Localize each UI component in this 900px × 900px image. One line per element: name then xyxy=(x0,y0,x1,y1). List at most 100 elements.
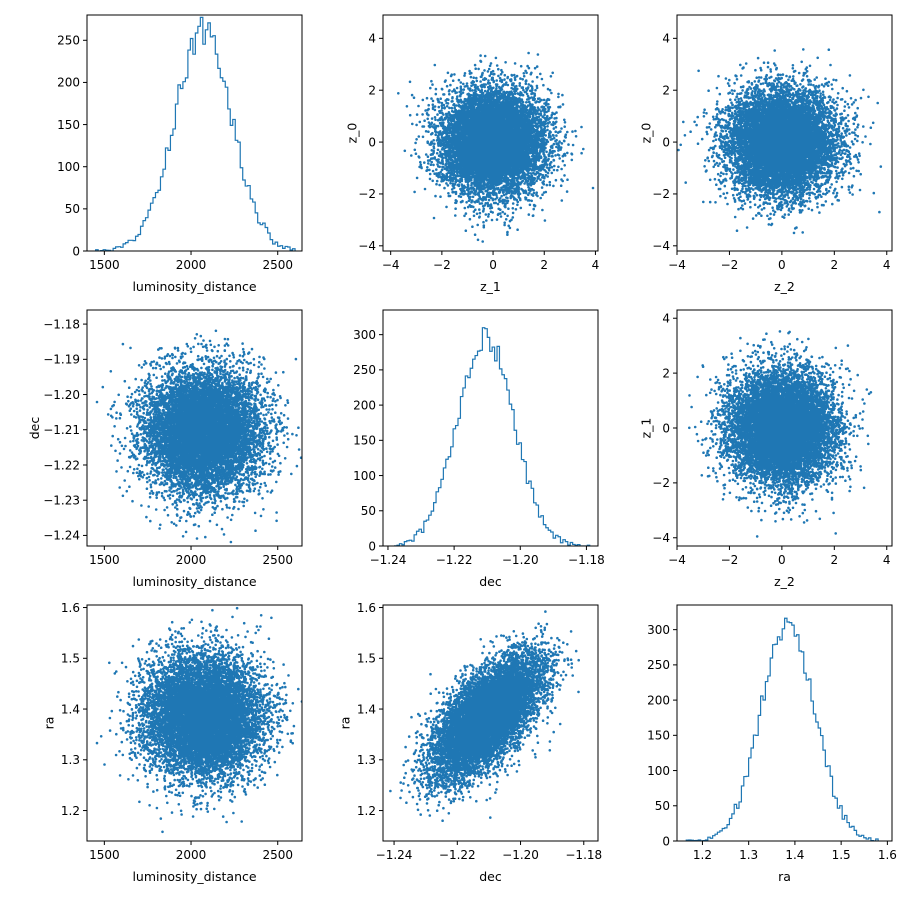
y-tick-label: −2 xyxy=(358,187,376,201)
x-tick-label: −1.22 xyxy=(436,553,473,567)
y-tick-label: −1.18 xyxy=(43,317,80,331)
y-tick-label: −4 xyxy=(358,239,376,253)
x-tick-label: −2 xyxy=(721,258,739,272)
axes-frame xyxy=(86,309,303,547)
y-tick-label: 4 xyxy=(662,312,670,326)
plot-area xyxy=(95,606,302,834)
y-tick-label: 0 xyxy=(368,539,376,553)
y-tick-label: 1.3 xyxy=(357,753,376,767)
x-tick-label: 1500 xyxy=(89,848,120,862)
x-tick-label: 2000 xyxy=(176,258,207,272)
x-tick-label: 4 xyxy=(592,258,600,272)
x-tick-label: 2500 xyxy=(262,258,293,272)
axes-frame xyxy=(382,309,599,547)
x-tick-label: −1.18 xyxy=(568,553,605,567)
x-tick-label: 2 xyxy=(830,553,838,567)
y-tick-label: 300 xyxy=(647,623,670,637)
plot-area xyxy=(677,48,883,235)
y-tick-label: 200 xyxy=(57,76,80,90)
y-tick-label: −1.22 xyxy=(43,458,80,472)
x-tick-label: 1.3 xyxy=(739,848,758,862)
y-tick-label: −1.21 xyxy=(43,423,80,437)
x-axis-label: luminosity_distance xyxy=(132,279,256,294)
y-tick-label: 0 xyxy=(662,421,670,435)
x-tick-label: 2000 xyxy=(176,553,207,567)
x-tick-label: 2000 xyxy=(176,848,207,862)
x-tick-label: 1500 xyxy=(89,258,120,272)
x-axis-label: dec xyxy=(479,869,502,884)
y-axis-label: ra xyxy=(41,717,56,730)
x-tick-label: 1500 xyxy=(89,553,120,567)
y-tick-label: 2 xyxy=(368,84,376,98)
y-tick-label: 1.5 xyxy=(61,652,80,666)
x-axis-label: dec xyxy=(479,574,502,589)
plot-area xyxy=(397,51,595,243)
x-tick-label: 1.4 xyxy=(785,848,804,862)
x-tick-label: −2 xyxy=(721,553,739,567)
y-tick-label: 100 xyxy=(353,469,376,483)
y-tick-label: 250 xyxy=(353,363,376,377)
x-tick-label: −1.18 xyxy=(565,848,602,862)
subplot-1: 1500 2000 2500 0 50 100 150 200 250 luminosity_di… xyxy=(57,14,303,294)
y-tick-label: 2 xyxy=(662,366,670,380)
axes-frame xyxy=(382,604,599,842)
y-tick-label: 0 xyxy=(368,135,376,149)
axes-frame xyxy=(382,14,599,252)
subplot-3: −4 −2 0 2 4 −4 −2 0 2 4 z_2 z_0 xyxy=(639,14,893,294)
y-axis-label: ra xyxy=(337,717,352,730)
y-axis-label: z_0 xyxy=(639,123,654,144)
x-axis-label: z_2 xyxy=(774,574,795,589)
y-tick-label: −2 xyxy=(652,187,670,201)
y-tick-label: 0 xyxy=(72,244,80,258)
x-axis-label: luminosity_distance xyxy=(132,574,256,589)
y-tick-label: 150 xyxy=(647,729,670,743)
x-tick-label: 2 xyxy=(540,258,548,272)
y-tick-label: −1.23 xyxy=(43,494,80,508)
y-tick-label: 200 xyxy=(353,398,376,412)
plot-area xyxy=(685,617,879,841)
y-tick-label: −2 xyxy=(652,476,670,490)
y-tick-label: 2 xyxy=(662,84,670,98)
scatter-points xyxy=(397,51,595,243)
y-tick-label: −1.24 xyxy=(43,529,80,543)
histogram-step xyxy=(685,617,879,841)
y-tick-label: 150 xyxy=(57,118,80,132)
y-tick-label: −1.19 xyxy=(43,353,80,367)
y-tick-label: 100 xyxy=(647,764,670,778)
axes-frame xyxy=(86,604,303,842)
y-axis-label: dec xyxy=(27,417,42,440)
plot-area xyxy=(95,329,302,544)
scatter-points xyxy=(677,48,883,235)
y-tick-label: 1.6 xyxy=(61,601,80,615)
x-axis-label: z_1 xyxy=(480,279,501,294)
scatter-points xyxy=(688,330,873,538)
y-tick-label: −1.20 xyxy=(43,388,80,402)
scatter-points xyxy=(95,606,302,834)
x-tick-label: −4 xyxy=(668,258,686,272)
x-axis-label: luminosity_distance xyxy=(132,869,256,884)
y-tick-label: 250 xyxy=(57,34,80,48)
y-tick-label: −4 xyxy=(652,239,670,253)
y-tick-label: 1.4 xyxy=(357,702,376,716)
subplot-7: 1500 2000 2500 1.2 1.3 1.4 1.5 1.6 luminosity_di… xyxy=(41,601,303,884)
y-tick-label: 300 xyxy=(353,328,376,342)
x-tick-label: 0 xyxy=(489,258,497,272)
y-tick-label: 150 xyxy=(353,434,376,448)
plot-area xyxy=(393,327,591,546)
subplot-9: 1.2 1.3 1.4 1.5 1.6 0 50 100 150 200 250 300 ra xyxy=(647,604,897,884)
x-tick-label: 4 xyxy=(883,553,891,567)
axes-frame xyxy=(676,604,893,842)
x-tick-label: −1.20 xyxy=(502,848,539,862)
plot-area xyxy=(688,330,873,538)
x-tick-label: 0 xyxy=(778,258,786,272)
y-tick-label: −4 xyxy=(652,531,670,545)
x-tick-label: −4 xyxy=(382,258,400,272)
subplot-4: 1500 2000 2500 −1.24 −1.23 −1.22 −1.21 −1.20 −1.… xyxy=(27,309,303,589)
scatter-points xyxy=(389,610,580,822)
y-tick-label: 4 xyxy=(662,32,670,46)
histogram-step xyxy=(393,327,591,546)
axes-frame xyxy=(86,14,303,252)
x-tick-label: −1.24 xyxy=(370,553,407,567)
x-tick-label: 1.5 xyxy=(832,848,851,862)
